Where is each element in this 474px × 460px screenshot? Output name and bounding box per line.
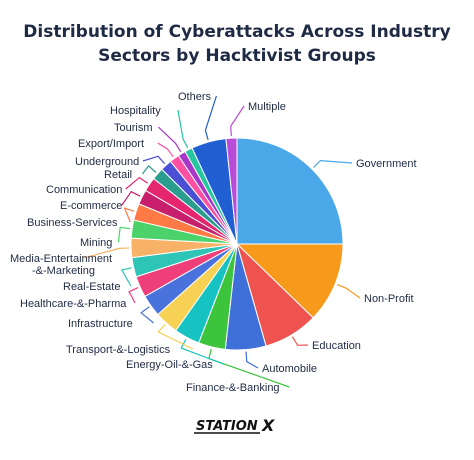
leader-line-7 — [157, 324, 194, 350]
slice-label-others: Others — [178, 91, 212, 103]
slice-label-mining: Mining — [80, 237, 112, 249]
slice-label-energy-oil-gas: Energy-Oil-&-Gas — [126, 359, 213, 371]
chart-title: Distribution of Cyberattacks Across Indu… — [0, 20, 474, 68]
slice-label-infrastructure: Infrastructure — [68, 318, 133, 330]
leader-line-11 — [83, 247, 130, 259]
stationx-logo: STATION X — [194, 416, 280, 435]
chart-title-line-2: Sectors by Hacktivist Groups — [98, 46, 376, 66]
slice-label-media-entertainment-marketing: Media-Entertainment -&-Marketing — [10, 253, 112, 277]
slice-label-retail: Retail — [104, 169, 132, 181]
slice-label-hospitality: Hospitality — [110, 105, 161, 117]
pie-slice-government — [236, 137, 344, 245]
slice-label-finance-banking: Finance-&-Banking — [186, 382, 280, 394]
leader-line-4 — [245, 351, 259, 369]
slice-label-business-services: Business-Services — [27, 217, 118, 229]
slice-label-export-import: Export/Import — [78, 138, 144, 150]
leader-line-13 — [123, 207, 135, 223]
slice-label-healthcare-pharma: Healthcare-&-Pharma — [20, 298, 127, 310]
slice-label-underground: Underground — [75, 156, 139, 168]
slice-label-tourism: Tourism — [114, 122, 153, 134]
logo-x: X — [261, 416, 275, 435]
slice-label-transport-logistics: Transport-&-Logistics — [66, 344, 171, 356]
leader-line-22 — [230, 105, 245, 137]
leader-line-21 — [204, 95, 217, 141]
leader-line-17 — [142, 155, 166, 165]
leader-line-3 — [291, 336, 309, 346]
leader-line-12 — [117, 226, 131, 243]
leader-line-14 — [121, 190, 141, 206]
leader-line-15 — [125, 176, 149, 190]
pie-slices — [130, 137, 344, 351]
slice-label-non-profit: Non-Profit — [364, 293, 414, 305]
leader-line-18 — [157, 142, 174, 158]
leader-lines — [83, 95, 361, 388]
leader-line-6 — [180, 338, 224, 365]
pie-slice-non-profit — [235, 243, 344, 319]
leader-line-19 — [157, 126, 182, 153]
slice-label-automobile: Automobile — [262, 363, 317, 375]
leader-line-20 — [177, 109, 189, 149]
slice-label-multiple: Multiple — [248, 101, 286, 113]
logo-text: STATION — [196, 419, 258, 434]
slice-labels: Government Non-Profit Education Automobile F… — [10, 91, 417, 394]
leader-line-10 — [120, 267, 132, 287]
slice-label-government: Government — [356, 158, 417, 170]
slice-label-education: Education — [312, 340, 361, 352]
leader-line-9 — [128, 287, 139, 304]
chart-title-line-1: Distribution of Cyberattacks Across Indu… — [23, 22, 451, 42]
slice-label-real-estate: Real-Estate — [63, 281, 120, 293]
slice-label-communication: Communication — [46, 184, 122, 196]
leader-line-1 — [312, 159, 353, 169]
leader-line-16 — [141, 165, 157, 175]
slice-label-e-commerce: E-commerce — [60, 200, 122, 212]
leader-line-8 — [140, 306, 154, 324]
pie-slice-multiple — [225, 137, 238, 245]
leader-line-2 — [336, 284, 361, 299]
